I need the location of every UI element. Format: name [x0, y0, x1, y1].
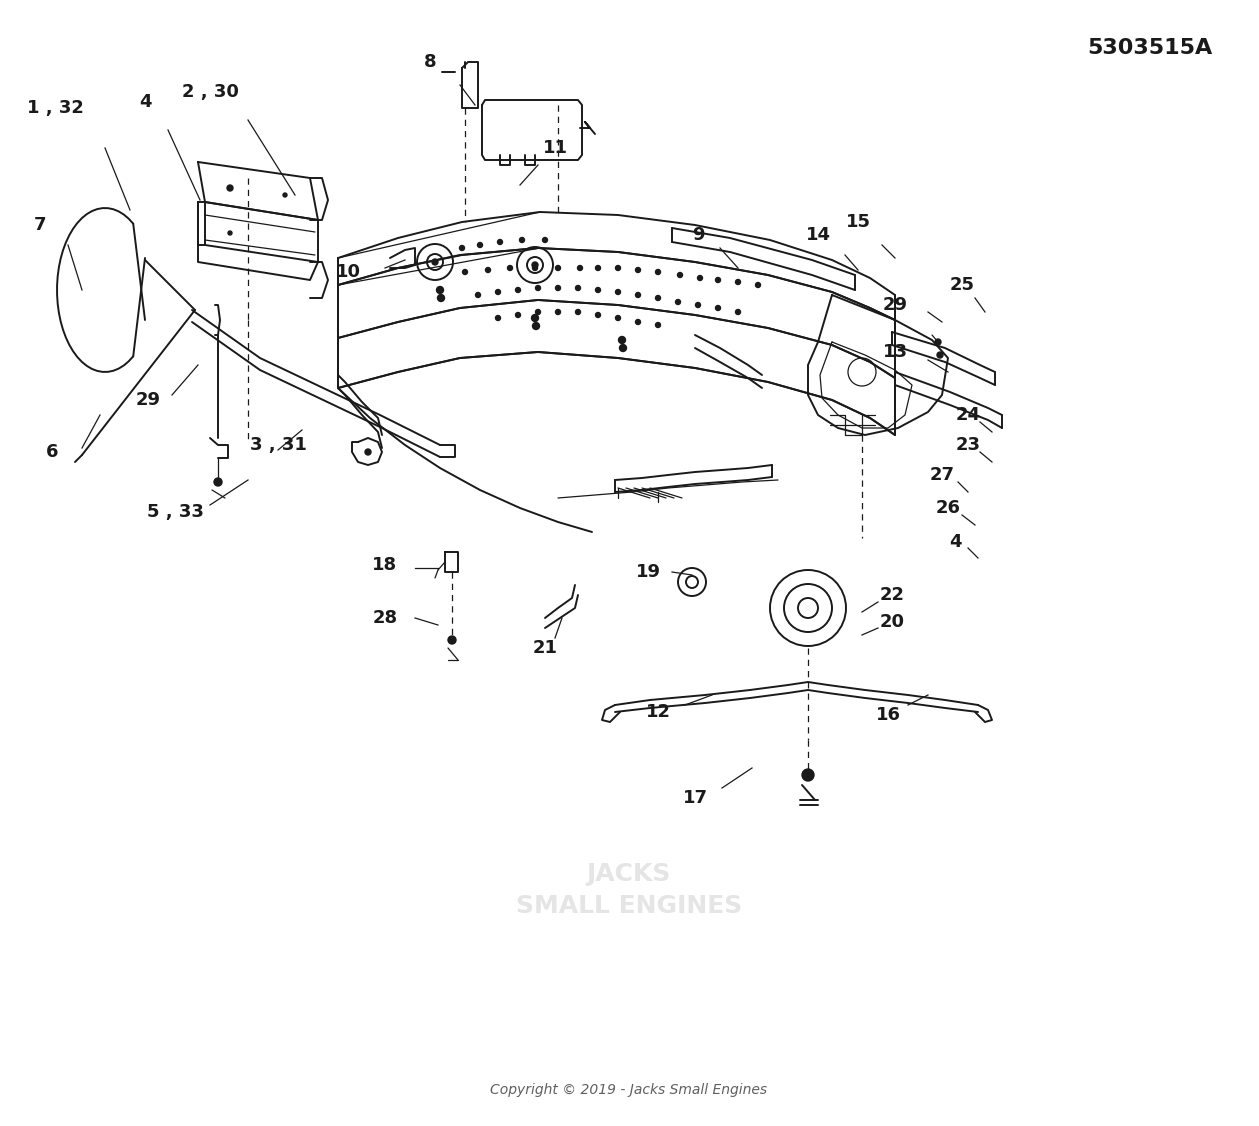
Circle shape	[448, 636, 456, 644]
Circle shape	[575, 286, 580, 291]
Circle shape	[555, 310, 560, 314]
Circle shape	[555, 266, 560, 270]
Text: 11: 11	[543, 138, 568, 157]
Circle shape	[283, 193, 287, 197]
Circle shape	[596, 313, 601, 318]
Circle shape	[656, 269, 661, 275]
Circle shape	[616, 266, 621, 270]
Text: JACKS
SMALL ENGINES: JACKS SMALL ENGINES	[516, 863, 742, 918]
Text: 12: 12	[646, 703, 671, 721]
Text: 25: 25	[949, 276, 974, 294]
Text: 13: 13	[883, 343, 908, 361]
Circle shape	[636, 293, 641, 297]
Text: 5 , 33: 5 , 33	[146, 503, 204, 521]
Circle shape	[533, 322, 540, 330]
Text: 26: 26	[935, 499, 961, 517]
Circle shape	[496, 289, 501, 295]
Circle shape	[535, 310, 540, 314]
Circle shape	[533, 266, 538, 270]
Text: 28: 28	[373, 609, 398, 627]
Text: 9: 9	[691, 226, 704, 244]
Text: 20: 20	[880, 613, 904, 631]
Text: 4: 4	[949, 533, 962, 551]
Circle shape	[935, 339, 940, 345]
Circle shape	[596, 287, 601, 293]
Circle shape	[496, 315, 501, 321]
Circle shape	[575, 310, 580, 314]
Text: 27: 27	[929, 466, 954, 484]
Circle shape	[636, 320, 641, 324]
Circle shape	[214, 479, 222, 486]
Text: 3 , 31: 3 , 31	[249, 436, 306, 454]
Circle shape	[618, 337, 626, 343]
Text: 23: 23	[956, 436, 981, 454]
Text: Copyright © 2019 - Jacks Small Engines: Copyright © 2019 - Jacks Small Engines	[491, 1083, 768, 1097]
Text: 10: 10	[335, 263, 360, 282]
Circle shape	[755, 283, 760, 287]
Circle shape	[715, 305, 720, 311]
Circle shape	[596, 266, 601, 270]
Circle shape	[486, 268, 491, 272]
Circle shape	[543, 238, 548, 242]
Circle shape	[533, 262, 538, 268]
Circle shape	[531, 314, 539, 322]
Circle shape	[460, 245, 465, 250]
Circle shape	[715, 277, 720, 283]
Text: 8: 8	[424, 53, 437, 71]
Circle shape	[695, 303, 700, 307]
Circle shape	[677, 272, 682, 277]
Text: 14: 14	[806, 226, 831, 244]
Circle shape	[227, 185, 233, 191]
Circle shape	[937, 352, 943, 358]
Circle shape	[619, 345, 627, 351]
Circle shape	[228, 231, 232, 235]
Circle shape	[697, 276, 703, 280]
Circle shape	[515, 287, 520, 293]
Text: 6: 6	[45, 443, 58, 461]
Circle shape	[735, 279, 740, 285]
Circle shape	[535, 286, 540, 291]
Circle shape	[578, 266, 583, 270]
Text: 7: 7	[34, 216, 47, 234]
Circle shape	[462, 269, 467, 275]
Text: 1 , 32: 1 , 32	[26, 99, 83, 117]
Circle shape	[515, 313, 520, 318]
Circle shape	[520, 238, 525, 242]
Circle shape	[365, 449, 371, 455]
Circle shape	[476, 293, 481, 297]
Circle shape	[656, 322, 661, 328]
Text: 29: 29	[883, 296, 908, 314]
Circle shape	[437, 286, 443, 294]
Text: 18: 18	[373, 556, 398, 574]
Circle shape	[437, 295, 444, 302]
Text: 2 , 30: 2 , 30	[181, 83, 238, 101]
Circle shape	[656, 295, 661, 301]
Text: 16: 16	[875, 706, 900, 724]
Circle shape	[735, 310, 740, 314]
Text: 15: 15	[846, 213, 870, 231]
Text: 4: 4	[138, 93, 151, 111]
Circle shape	[802, 769, 815, 781]
Circle shape	[555, 286, 560, 291]
Circle shape	[432, 259, 438, 265]
Circle shape	[616, 289, 621, 295]
Text: 24: 24	[956, 406, 981, 425]
Text: 22: 22	[880, 586, 904, 604]
Circle shape	[636, 268, 641, 272]
Circle shape	[616, 315, 621, 321]
Circle shape	[676, 300, 681, 304]
Circle shape	[497, 240, 502, 244]
Circle shape	[477, 242, 482, 248]
Circle shape	[507, 266, 512, 270]
Text: 17: 17	[682, 789, 708, 807]
Text: 19: 19	[636, 563, 661, 581]
Text: 29: 29	[136, 391, 160, 409]
Text: 5303515A: 5303515A	[1088, 38, 1212, 59]
Text: 21: 21	[533, 638, 558, 656]
